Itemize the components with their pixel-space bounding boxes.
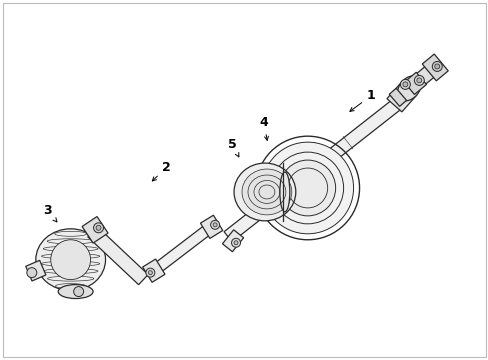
Circle shape — [434, 64, 439, 69]
Circle shape — [431, 62, 441, 71]
Text: 5: 5 — [227, 138, 238, 157]
Ellipse shape — [234, 163, 295, 221]
Circle shape — [51, 240, 90, 280]
Text: 2: 2 — [152, 161, 171, 181]
Polygon shape — [388, 88, 406, 106]
Polygon shape — [386, 82, 416, 112]
Polygon shape — [404, 72, 426, 94]
Polygon shape — [224, 97, 403, 242]
Ellipse shape — [36, 229, 105, 291]
Text: 3: 3 — [43, 204, 57, 222]
Polygon shape — [26, 260, 46, 281]
Circle shape — [416, 78, 421, 83]
Circle shape — [413, 75, 424, 85]
Circle shape — [400, 80, 409, 89]
Polygon shape — [200, 215, 223, 238]
Circle shape — [93, 223, 103, 233]
Circle shape — [148, 271, 152, 275]
Circle shape — [213, 223, 217, 227]
Circle shape — [145, 268, 155, 277]
Text: 1: 1 — [349, 89, 375, 111]
Circle shape — [74, 287, 83, 297]
Circle shape — [96, 225, 101, 230]
Circle shape — [402, 82, 407, 87]
Circle shape — [262, 142, 353, 234]
Polygon shape — [152, 224, 213, 274]
Ellipse shape — [397, 76, 420, 101]
Ellipse shape — [279, 172, 289, 212]
Polygon shape — [414, 65, 435, 86]
Circle shape — [27, 268, 37, 278]
Circle shape — [279, 160, 335, 216]
Text: 4: 4 — [259, 116, 268, 140]
Polygon shape — [88, 227, 148, 285]
Circle shape — [234, 241, 238, 245]
Polygon shape — [142, 259, 164, 282]
Ellipse shape — [242, 169, 291, 215]
Polygon shape — [222, 230, 243, 252]
Circle shape — [210, 220, 219, 229]
Polygon shape — [82, 216, 108, 243]
Circle shape — [231, 238, 240, 247]
Polygon shape — [422, 54, 447, 81]
Ellipse shape — [58, 285, 93, 298]
